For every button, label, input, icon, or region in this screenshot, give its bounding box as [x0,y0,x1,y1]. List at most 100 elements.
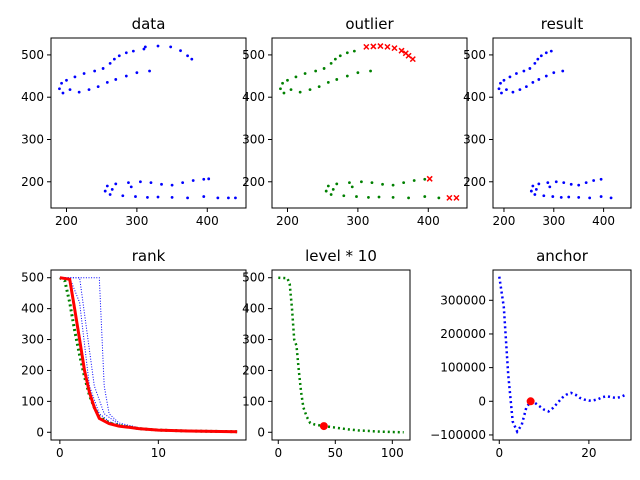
axes-frame [50,37,247,209]
point-marker [577,196,581,199]
point-marker [551,195,555,198]
y-tick-label: 100 [242,394,265,408]
subplot-title: rank [132,247,166,265]
point-marker [391,45,398,52]
point-marker [234,196,237,200]
y-tick-label: −100000 [430,428,486,442]
x-tick-label: 400 [592,214,615,228]
point-marker [546,181,550,185]
point-marker [335,182,339,186]
point-marker [370,181,374,185]
subplot-title: outlier [345,15,394,33]
point-marker [497,87,501,91]
point-marker [502,78,506,82]
point-marker [308,88,312,91]
y-tick-label: 500 [21,271,44,285]
point-marker [518,88,522,91]
point-marker [426,175,433,182]
series-2 [59,277,238,433]
point-marker [342,194,346,198]
series-line [59,277,238,433]
point-marker [331,187,335,191]
point-marker [562,181,566,185]
point-marker [577,183,581,187]
point-marker [544,51,548,55]
x-tick-label: 100 [381,446,404,460]
point-marker [108,61,112,65]
plot-area [498,276,626,435]
point-marker [135,71,139,75]
subplot-title: level * 10 [305,247,377,265]
point-marker [515,72,518,75]
series-line [498,276,626,435]
point-marker [453,194,460,201]
x-tick-label: 200 [276,214,299,228]
x-tick-label: 0 [274,446,282,460]
y-tick-label: 200 [21,363,44,377]
point-marker [105,184,109,188]
point-marker [559,196,563,199]
point-marker [156,44,160,48]
point-marker [282,91,286,95]
point-marker [500,91,503,95]
point-marker [186,196,189,200]
point-marker [423,195,427,198]
series-0 [498,276,626,435]
point-marker [345,74,349,78]
point-marker [134,195,137,198]
point-marker [61,91,65,95]
axes-frame [271,269,411,441]
y-tick-label: 500 [242,271,265,285]
point-marker [569,182,573,186]
point-marker [391,196,395,199]
point-marker [87,88,91,91]
point-marker [423,177,427,181]
axes-frame [492,269,632,441]
point-marker [533,193,537,196]
point-marker [369,69,372,73]
point-marker [329,61,333,65]
y-tick-label: 0 [36,425,44,439]
point-marker [146,196,149,199]
y-tick-label: 300 [242,132,265,146]
point-marker [548,185,552,189]
point-marker [381,182,384,186]
y-tick-label: 0 [478,394,486,408]
point-marker [93,69,97,73]
point-marker [82,72,86,75]
point-marker [124,51,128,55]
y-tick-label: 300 [242,333,265,347]
point-marker [156,195,160,199]
point-marker [110,187,114,191]
plot-area [58,44,237,200]
point-marker [335,78,339,81]
point-marker [539,54,543,58]
y-tick-label: 200 [463,175,486,189]
point-marker [124,74,128,78]
y-tick-label: 400 [21,302,44,316]
x-tick-label: 200 [55,214,78,228]
point-marker [531,184,535,188]
point-marker [499,81,502,85]
point-marker [191,179,195,182]
point-marker [170,183,174,187]
point-marker [446,194,453,201]
highlight-point [319,422,328,431]
point-marker [60,81,63,85]
point-marker [202,195,206,198]
y-tick-label: 0 [257,425,265,439]
point-marker [370,43,377,50]
point-marker [322,67,326,70]
point-marker [131,49,135,53]
plot-area [278,276,404,434]
x-tick-label: 400 [417,214,440,228]
point-marker [412,179,416,182]
y-tick-label: 400 [242,302,265,316]
point-marker [356,71,360,75]
point-marker [58,87,61,91]
series-0 [58,44,237,200]
point-marker [345,51,349,55]
subplot-data: data 200 300 400 200 300 400 500 [21,15,247,228]
point-marker [324,189,328,193]
